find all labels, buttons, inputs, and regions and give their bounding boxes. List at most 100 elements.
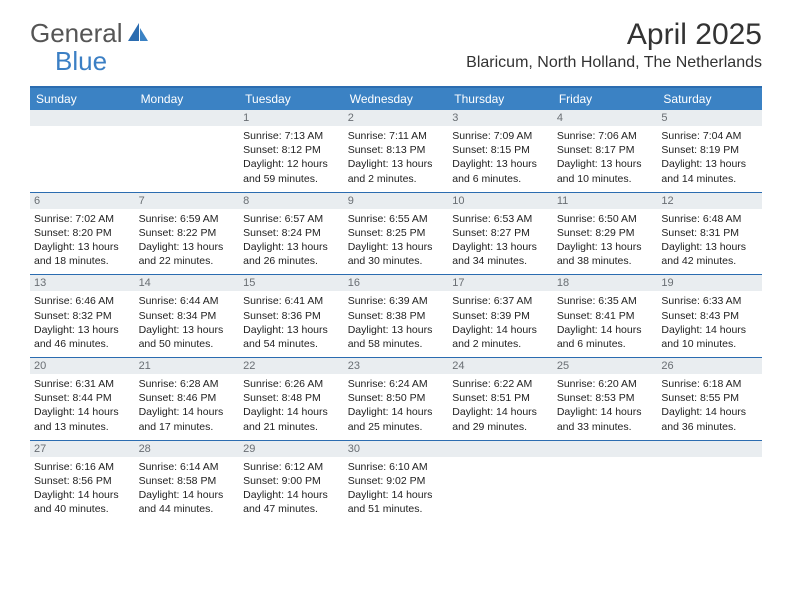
day-number: 16 bbox=[344, 275, 449, 291]
dayhead-saturday: Saturday bbox=[657, 88, 762, 110]
weeks-container: 1 Sunrise: 7:13 AMSunset: 8:12 PMDaylight… bbox=[30, 110, 762, 522]
day-cell: 23Sunrise: 6:24 AMSunset: 8:50 PMDayligh… bbox=[344, 358, 449, 440]
day-cell: 13Sunrise: 6:46 AMSunset: 8:32 PMDayligh… bbox=[30, 275, 135, 357]
day-number: 20 bbox=[30, 358, 135, 374]
day-number: 5 bbox=[657, 110, 762, 126]
day-info: Sunrise: 6:10 AMSunset: 9:02 PMDaylight:… bbox=[348, 460, 445, 517]
day-cell bbox=[448, 441, 553, 523]
dayhead-monday: Monday bbox=[135, 88, 240, 110]
sunset-text: Sunset: 8:48 PM bbox=[243, 391, 340, 405]
day-info: Sunrise: 6:53 AMSunset: 8:27 PMDaylight:… bbox=[452, 212, 549, 269]
sunrise-text: Sunrise: 7:09 AM bbox=[452, 129, 549, 143]
sunset-text: Sunset: 8:55 PM bbox=[661, 391, 758, 405]
day-info: Sunrise: 6:20 AMSunset: 8:53 PMDaylight:… bbox=[557, 377, 654, 434]
sunrise-text: Sunrise: 6:53 AM bbox=[452, 212, 549, 226]
sunset-text: Sunset: 8:51 PM bbox=[452, 391, 549, 405]
day-number: 1 bbox=[239, 110, 344, 126]
daylight-text: Daylight: 14 hours and 29 minutes. bbox=[452, 405, 549, 433]
sunrise-text: Sunrise: 6:31 AM bbox=[34, 377, 131, 391]
day-number: 9 bbox=[344, 193, 449, 209]
day-number: 17 bbox=[448, 275, 553, 291]
daylight-text: Daylight: 14 hours and 33 minutes. bbox=[557, 405, 654, 433]
sunrise-text: Sunrise: 6:57 AM bbox=[243, 212, 340, 226]
day-cell: 11Sunrise: 6:50 AMSunset: 8:29 PMDayligh… bbox=[553, 193, 658, 275]
day-cell: 19Sunrise: 6:33 AMSunset: 8:43 PMDayligh… bbox=[657, 275, 762, 357]
week-row: 1 Sunrise: 7:13 AMSunset: 8:12 PMDaylight… bbox=[30, 110, 762, 192]
week-row: 6Sunrise: 7:02 AMSunset: 8:20 PMDaylight… bbox=[30, 192, 762, 275]
sunset-text: Sunset: 8:25 PM bbox=[348, 226, 445, 240]
sunrise-text: Sunrise: 6:20 AM bbox=[557, 377, 654, 391]
day-info: Sunrise: 6:57 AMSunset: 8:24 PMDaylight:… bbox=[243, 212, 340, 269]
daylight-text: Daylight: 14 hours and 25 minutes. bbox=[348, 405, 445, 433]
daylight-text: Daylight: 13 hours and 6 minutes. bbox=[452, 157, 549, 185]
day-cell: 20Sunrise: 6:31 AMSunset: 8:44 PMDayligh… bbox=[30, 358, 135, 440]
sunset-text: Sunset: 8:53 PM bbox=[557, 391, 654, 405]
sunset-text: Sunset: 8:19 PM bbox=[661, 143, 758, 157]
sunset-text: Sunset: 8:46 PM bbox=[139, 391, 236, 405]
sunset-text: Sunset: 8:56 PM bbox=[34, 474, 131, 488]
daylight-text: Daylight: 13 hours and 50 minutes. bbox=[139, 323, 236, 351]
day-info: Sunrise: 6:24 AMSunset: 8:50 PMDaylight:… bbox=[348, 377, 445, 434]
sunset-text: Sunset: 8:22 PM bbox=[139, 226, 236, 240]
daylight-text: Daylight: 14 hours and 21 minutes. bbox=[243, 405, 340, 433]
day-info: Sunrise: 6:35 AMSunset: 8:41 PMDaylight:… bbox=[557, 294, 654, 351]
day-info: Sunrise: 6:44 AMSunset: 8:34 PMDaylight:… bbox=[139, 294, 236, 351]
daylight-text: Daylight: 14 hours and 47 minutes. bbox=[243, 488, 340, 516]
day-cell: 14Sunrise: 6:44 AMSunset: 8:34 PMDayligh… bbox=[135, 275, 240, 357]
day-info: Sunrise: 7:09 AMSunset: 8:15 PMDaylight:… bbox=[452, 129, 549, 186]
day-number: 19 bbox=[657, 275, 762, 291]
day-cell: 24Sunrise: 6:22 AMSunset: 8:51 PMDayligh… bbox=[448, 358, 553, 440]
daylight-text: Daylight: 13 hours and 54 minutes. bbox=[243, 323, 340, 351]
day-info: Sunrise: 6:22 AMSunset: 8:51 PMDaylight:… bbox=[452, 377, 549, 434]
day-cell bbox=[657, 441, 762, 523]
day-number: 10 bbox=[448, 193, 553, 209]
daylight-text: Daylight: 13 hours and 14 minutes. bbox=[661, 157, 758, 185]
day-cell: 22Sunrise: 6:26 AMSunset: 8:48 PMDayligh… bbox=[239, 358, 344, 440]
sunrise-text: Sunrise: 6:44 AM bbox=[139, 294, 236, 308]
sunrise-text: Sunrise: 6:39 AM bbox=[348, 294, 445, 308]
day-number: 3 bbox=[448, 110, 553, 126]
calendar: Sunday Monday Tuesday Wednesday Thursday… bbox=[30, 86, 762, 522]
day-info: Sunrise: 7:13 AMSunset: 8:12 PMDaylight:… bbox=[243, 129, 340, 186]
day-number bbox=[30, 110, 135, 126]
sunset-text: Sunset: 8:27 PM bbox=[452, 226, 549, 240]
day-number: 27 bbox=[30, 441, 135, 457]
month-title: April 2025 bbox=[466, 18, 762, 52]
day-info: Sunrise: 6:18 AMSunset: 8:55 PMDaylight:… bbox=[661, 377, 758, 434]
day-info: Sunrise: 6:55 AMSunset: 8:25 PMDaylight:… bbox=[348, 212, 445, 269]
sunrise-text: Sunrise: 6:55 AM bbox=[348, 212, 445, 226]
sunrise-text: Sunrise: 6:48 AM bbox=[661, 212, 758, 226]
daylight-text: Daylight: 12 hours and 59 minutes. bbox=[243, 157, 340, 185]
day-cell: 12Sunrise: 6:48 AMSunset: 8:31 PMDayligh… bbox=[657, 193, 762, 275]
sunrise-text: Sunrise: 6:46 AM bbox=[34, 294, 131, 308]
day-number: 6 bbox=[30, 193, 135, 209]
sunset-text: Sunset: 9:00 PM bbox=[243, 474, 340, 488]
daylight-text: Daylight: 13 hours and 26 minutes. bbox=[243, 240, 340, 268]
sunrise-text: Sunrise: 6:12 AM bbox=[243, 460, 340, 474]
daylight-text: Daylight: 13 hours and 18 minutes. bbox=[34, 240, 131, 268]
sunrise-text: Sunrise: 7:11 AM bbox=[348, 129, 445, 143]
day-number: 4 bbox=[553, 110, 658, 126]
daylight-text: Daylight: 14 hours and 10 minutes. bbox=[661, 323, 758, 351]
sunrise-text: Sunrise: 7:06 AM bbox=[557, 129, 654, 143]
dayhead-thursday: Thursday bbox=[448, 88, 553, 110]
daylight-text: Daylight: 13 hours and 10 minutes. bbox=[557, 157, 654, 185]
day-cell: 26Sunrise: 6:18 AMSunset: 8:55 PMDayligh… bbox=[657, 358, 762, 440]
sunset-text: Sunset: 8:44 PM bbox=[34, 391, 131, 405]
day-info: Sunrise: 6:48 AMSunset: 8:31 PMDaylight:… bbox=[661, 212, 758, 269]
day-cell: 4Sunrise: 7:06 AMSunset: 8:17 PMDaylight… bbox=[553, 110, 658, 192]
day-info: Sunrise: 6:12 AMSunset: 9:00 PMDaylight:… bbox=[243, 460, 340, 517]
day-cell: 2Sunrise: 7:11 AMSunset: 8:13 PMDaylight… bbox=[344, 110, 449, 192]
week-row: 27Sunrise: 6:16 AMSunset: 8:56 PMDayligh… bbox=[30, 440, 762, 523]
day-cell: 6Sunrise: 7:02 AMSunset: 8:20 PMDaylight… bbox=[30, 193, 135, 275]
day-cell: 30Sunrise: 6:10 AMSunset: 9:02 PMDayligh… bbox=[344, 441, 449, 523]
daylight-text: Daylight: 13 hours and 2 minutes. bbox=[348, 157, 445, 185]
sunrise-text: Sunrise: 7:04 AM bbox=[661, 129, 758, 143]
day-number: 8 bbox=[239, 193, 344, 209]
day-number bbox=[553, 441, 658, 457]
dayhead-wednesday: Wednesday bbox=[344, 88, 449, 110]
day-number bbox=[448, 441, 553, 457]
day-number: 15 bbox=[239, 275, 344, 291]
week-row: 13Sunrise: 6:46 AMSunset: 8:32 PMDayligh… bbox=[30, 274, 762, 357]
sunset-text: Sunset: 8:34 PM bbox=[139, 309, 236, 323]
